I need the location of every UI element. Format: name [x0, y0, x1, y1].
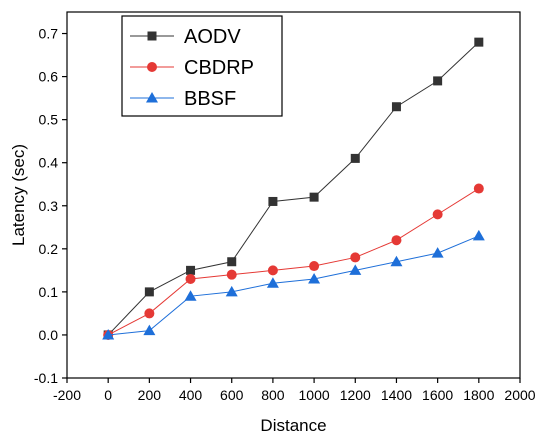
y-tick-label: 0.7	[39, 26, 59, 42]
data-point	[185, 273, 196, 284]
data-point	[266, 277, 279, 288]
data-point	[390, 255, 403, 267]
data-point	[308, 272, 321, 284]
data-point	[309, 192, 319, 202]
data-point	[474, 37, 484, 47]
x-tick-label: 600	[220, 387, 244, 403]
x-tick-label: -200	[53, 387, 81, 403]
x-axis-title: Distance	[260, 416, 326, 435]
data-point	[267, 265, 278, 276]
legend-marker	[147, 31, 157, 41]
series-cbdrp	[103, 183, 484, 340]
legend-marker	[146, 92, 158, 103]
y-tick-label: 0.5	[39, 112, 59, 128]
x-tick-label: 1600	[422, 387, 453, 403]
x-tick-label: 400	[179, 387, 203, 403]
data-point	[350, 153, 360, 163]
series-layer	[102, 37, 485, 340]
y-tick-label: 0.6	[39, 69, 59, 85]
y-tick-label: 0.1	[39, 284, 59, 300]
data-point	[432, 209, 443, 220]
legend: AODV CBDRP BBSF	[121, 15, 283, 117]
data-point	[391, 235, 402, 246]
x-tick-label: 1400	[381, 387, 412, 403]
data-point	[268, 196, 278, 206]
series-line	[107, 188, 480, 336]
data-point	[431, 247, 444, 258]
legend-label: CBDRP	[184, 57, 254, 79]
y-tick-label: -0.1	[34, 370, 58, 386]
x-tick-label: 2000	[504, 387, 535, 403]
data-point	[472, 229, 485, 241]
legend-marker	[147, 62, 157, 72]
y-tick-label: 0.2	[39, 241, 59, 257]
data-point	[433, 76, 443, 86]
series-line	[107, 41, 480, 336]
legend-label: AODV	[184, 26, 241, 48]
data-point	[391, 102, 401, 112]
data-point	[144, 308, 155, 319]
legend-label: BBSF	[184, 88, 236, 110]
y-tick-label: 0.3	[39, 198, 59, 214]
data-point	[349, 264, 362, 275]
data-point	[226, 269, 237, 280]
x-tick-label: 1200	[340, 387, 371, 403]
data-point	[225, 285, 238, 297]
y-tick-label: 0.0	[39, 327, 59, 343]
y-tick-label: 0.4	[39, 155, 59, 171]
data-point	[144, 287, 154, 297]
data-point	[143, 324, 156, 336]
data-point	[102, 328, 115, 340]
axes: -200 0 200 400 600 800 1000 1200 1400 1600 1800 200…	[34, 11, 536, 403]
data-point	[309, 261, 320, 272]
series-bbsf	[102, 229, 485, 340]
series-line	[108, 235, 480, 336]
x-tick-label: 200	[138, 387, 162, 403]
x-tick-label: 1800	[463, 387, 494, 403]
x-tick-label: 0	[104, 387, 112, 403]
data-point	[227, 257, 237, 267]
data-point	[350, 252, 361, 263]
data-point	[473, 183, 484, 194]
data-point	[184, 290, 197, 301]
plot-frame	[66, 11, 521, 379]
data-point	[186, 265, 196, 275]
y-axis-title: Latency (sec)	[9, 144, 28, 246]
x-tick-label: 1000	[299, 387, 330, 403]
x-tick-label: 800	[261, 387, 285, 403]
